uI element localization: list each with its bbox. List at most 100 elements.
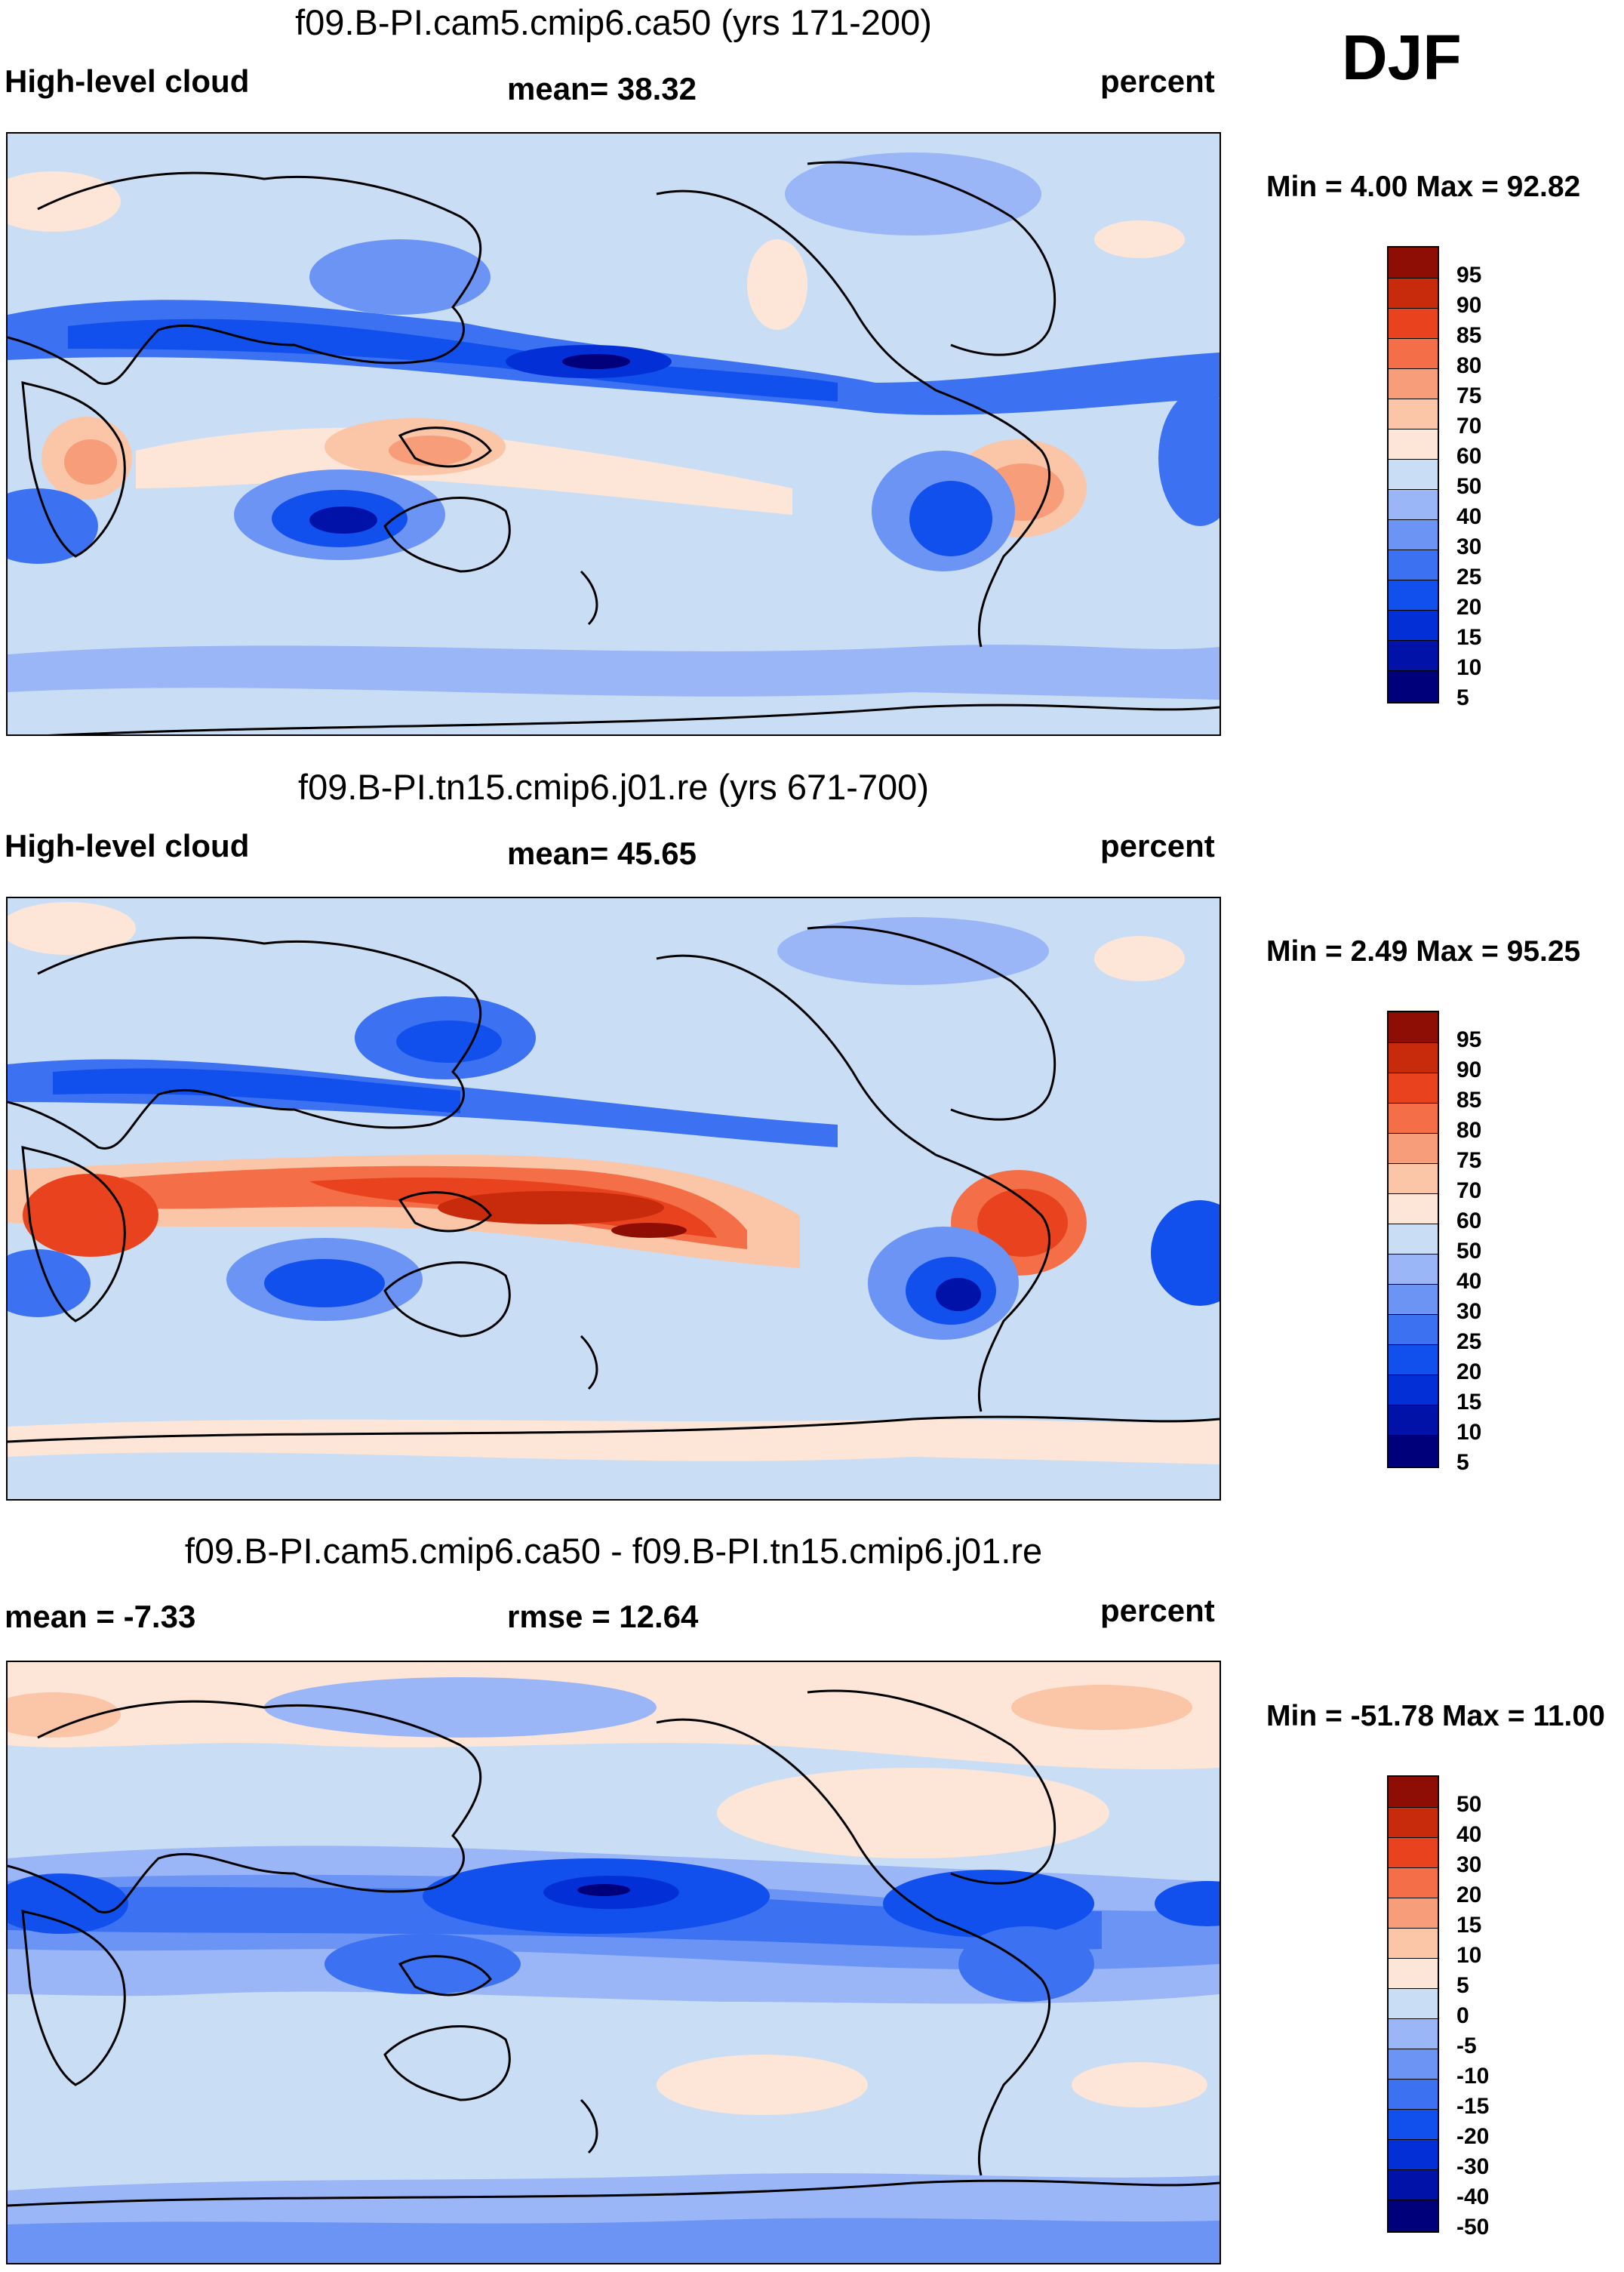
panel-1-units-label: percent (1100, 63, 1215, 99)
colorbar-tick-label: 70 (1456, 1178, 1482, 1203)
colorbar-tick-label: 40 (1456, 1269, 1482, 1294)
colorbar-tick-label: 40 (1456, 1822, 1482, 1847)
colorbar-cell (1389, 2200, 1438, 2231)
colorbar-cell (1389, 1375, 1438, 1405)
panel-1-mean-label: mean= 38.32 (507, 71, 697, 106)
colorbar-tick-label: 30 (1456, 534, 1482, 559)
panel-2-units-label: percent (1100, 828, 1215, 864)
colorbar-cell (1389, 1959, 1438, 1989)
colorbar-tick-label: -40 (1456, 2184, 1490, 2209)
colorbar-cell (1389, 369, 1438, 399)
colorbar-cell (1389, 2110, 1438, 2140)
colorbar-tick-label: 20 (1456, 1359, 1482, 1384)
colorbar-cell (1389, 490, 1438, 520)
colorbar-tick-label: 25 (1456, 1329, 1482, 1354)
colorbar-cell (1389, 460, 1438, 490)
colorbar-cell (1389, 611, 1438, 641)
panel-2-map (6, 897, 1221, 1501)
colorbar-cell (1389, 1989, 1438, 2019)
colorbar-tick-label: 0 (1456, 2003, 1469, 2028)
colorbar-tick-label: 75 (1456, 383, 1482, 408)
colorbar-tick-label: 60 (1456, 444, 1482, 469)
colorbar-cell (1389, 1224, 1438, 1255)
colorbar-tick-label: -30 (1456, 2154, 1490, 2179)
colorbar-cell (1389, 1012, 1438, 1043)
colorbar-cell (1389, 1898, 1438, 1929)
panel-2-variable-label: High-level cloud (5, 828, 250, 864)
colorbar-tick-label: -5 (1456, 2033, 1477, 2058)
colorbar-cell (1389, 279, 1438, 309)
colorbar-tick-label: 30 (1456, 1852, 1482, 1877)
colorbar-tick-label: 90 (1456, 1057, 1482, 1082)
colorbar-tick-label: 10 (1456, 1943, 1482, 1968)
panel-1-minmax: Min = 4.00 Max = 92.82 (1266, 171, 1581, 203)
panel-2-title: f09.B-PI.tn15.cmip6.j01.re (yrs 671-700) (298, 767, 929, 807)
colorbar-cell (1389, 399, 1438, 429)
colorbar-cell (1389, 1315, 1438, 1345)
colorbar-cell (1389, 520, 1438, 550)
colorbar-cell (1389, 1436, 1438, 1467)
colorbar-tick-label: 50 (1456, 474, 1482, 499)
colorbar-cell (1389, 1345, 1438, 1375)
panel-3-title: f09.B-PI.cam5.cmip6.ca50 - f09.B-PI.tn15… (184, 1531, 1043, 1571)
panel-3-units-label: percent (1100, 1593, 1215, 1628)
colorbar-tick-label: 10 (1456, 1420, 1482, 1445)
colorbar-tick-label: 20 (1456, 595, 1482, 620)
colorbar-tick-label: 60 (1456, 1208, 1482, 1233)
colorbar-tick-label: 5 (1456, 1450, 1469, 1475)
colorbar-cell (1389, 641, 1438, 671)
panel-3-contour-field (8, 1662, 1220, 2263)
colorbar-cell (1389, 1104, 1438, 1134)
colorbar-tick-label: 50 (1456, 1239, 1482, 1264)
colorbar-cell (1389, 1164, 1438, 1194)
colorbar-tick-label: 85 (1456, 323, 1482, 348)
colorbar-tick-label: 15 (1456, 1390, 1482, 1415)
colorbar-cell (1389, 1255, 1438, 1285)
colorbar-tick-label: 85 (1456, 1088, 1482, 1113)
panel-3-mean-label: mean = -7.33 (5, 1599, 196, 1634)
colorbar-cell (1389, 2049, 1438, 2080)
colorbar-tick-label: 15 (1456, 1913, 1482, 1938)
panel-3-colorbar (1387, 1775, 1439, 2233)
colorbar-tick-label: -50 (1456, 2215, 1490, 2240)
panel-3-minmax: Min = -51.78 Max = 11.00 (1266, 1700, 1605, 1732)
colorbar-cell (1389, 1929, 1438, 1959)
colorbar-tick-label: 15 (1456, 625, 1482, 650)
colorbar-cell (1389, 1777, 1438, 1808)
colorbar-cell (1389, 429, 1438, 460)
colorbar-tick-label: 95 (1456, 1027, 1482, 1052)
colorbar-cell (1389, 1285, 1438, 1315)
colorbar-tick-label: 5 (1456, 1973, 1469, 1998)
colorbar-cell (1389, 2170, 1438, 2200)
panel-1-variable-label: High-level cloud (5, 63, 250, 99)
colorbar-tick-label: 40 (1456, 504, 1482, 529)
colorbar-cell (1389, 1073, 1438, 1104)
colorbar-cell (1389, 248, 1438, 279)
colorbar-tick-label: -15 (1456, 2094, 1490, 2119)
colorbar-cell (1389, 2140, 1438, 2170)
panel-2-contour-field (8, 898, 1220, 1499)
colorbar-tick-label: 90 (1456, 293, 1482, 318)
panel-3-rmse-label: rmse = 12.64 (507, 1599, 699, 1634)
colorbar-cell (1389, 671, 1438, 702)
colorbar-cell (1389, 1194, 1438, 1224)
panel-1-colorbar (1387, 246, 1439, 703)
panel-2-minmax: Min = 2.49 Max = 95.25 (1266, 935, 1581, 968)
panel-1-contour-field (8, 134, 1220, 734)
panel-2-mean-label: mean= 45.65 (507, 836, 697, 871)
colorbar-cell (1389, 1838, 1438, 1868)
colorbar-cell (1389, 1043, 1438, 1073)
colorbar-cell (1389, 339, 1438, 369)
colorbar-cell (1389, 1868, 1438, 1898)
colorbar-tick-label: 70 (1456, 414, 1482, 439)
colorbar-cell (1389, 309, 1438, 339)
season-label: DJF (1342, 22, 1462, 93)
colorbar-tick-label: 95 (1456, 263, 1482, 288)
colorbar-tick-label: 5 (1456, 685, 1469, 710)
colorbar-tick-label: 80 (1456, 353, 1482, 378)
colorbar-tick-label: 80 (1456, 1118, 1482, 1143)
colorbar-cell (1389, 580, 1438, 611)
colorbar-cell (1389, 2019, 1438, 2049)
panel-1-map (6, 132, 1221, 736)
colorbar-cell (1389, 1808, 1438, 1838)
